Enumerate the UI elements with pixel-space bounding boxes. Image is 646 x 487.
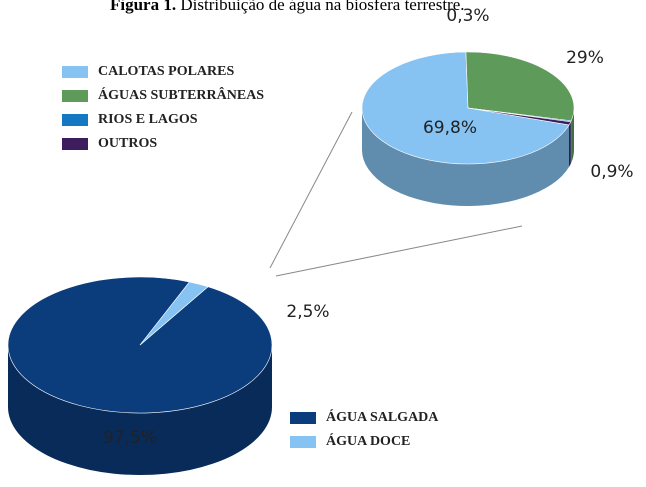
pie-chart: 69,8% 29% 0,3% 0,9% CALOTAS POLARES ÁGUAS SUB… xyxy=(62,6,634,207)
value-label: 29% xyxy=(566,48,604,68)
pie-chart: 97,5% 2,5% ÁGUA SALGADA ÁGUA DOCE xyxy=(7,276,439,475)
pie-side xyxy=(362,108,570,207)
legend-label: ÁGUA SALGADA xyxy=(326,408,439,425)
value-label: 97,5% xyxy=(103,428,157,448)
connector xyxy=(269,111,353,269)
caption: Figura 1. Distribuição de água na biosfe… xyxy=(110,0,465,14)
pie-slice xyxy=(467,107,572,126)
legend-swatch xyxy=(62,138,88,150)
caption-label: Figura 1. xyxy=(110,0,176,14)
legend-swatch xyxy=(62,66,88,78)
pie-side xyxy=(8,345,272,475)
legend-swatch xyxy=(62,90,88,102)
legend-label: RIOS E LAGOS xyxy=(98,112,198,127)
caption-text: Distribuição de água na biosfera terrest… xyxy=(180,0,464,14)
pie-slice xyxy=(361,51,570,165)
legend-label: OUTROS xyxy=(98,136,157,151)
legend-label: ÁGUA DOCE xyxy=(326,432,410,449)
value-label: 2,5% xyxy=(286,302,329,322)
connector xyxy=(275,225,523,277)
pie-side xyxy=(569,121,571,167)
pie-slice xyxy=(139,281,209,346)
legend-swatch xyxy=(290,412,316,424)
legend-label: CALOTAS POLARES xyxy=(98,64,234,79)
value-label: 69,8% xyxy=(423,118,477,138)
legend-label: ÁGUAS SUBTERRÂNEAS xyxy=(98,86,264,103)
legend-swatch xyxy=(290,436,316,448)
value-label: 0,9% xyxy=(590,162,633,182)
pie-slice xyxy=(465,51,575,122)
legend-swatch xyxy=(62,114,88,126)
pie-side xyxy=(571,108,574,163)
value-label: 0,3% xyxy=(446,6,489,26)
